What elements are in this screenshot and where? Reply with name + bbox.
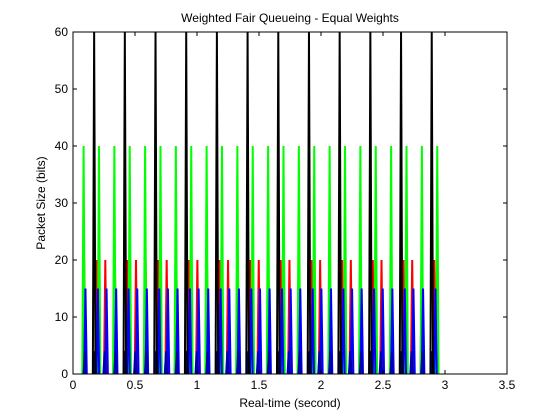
series-3-pulse-18: [266, 351, 272, 375]
y-tick-label-4: 40: [55, 139, 69, 153]
x-tick-label-3: 1.5: [251, 378, 268, 392]
series-3-pulse-0: [82, 351, 88, 375]
series-2-pulse-2: [104, 288, 109, 375]
series-2-pulse-33: [420, 288, 426, 375]
series-3-pulse-9: [174, 351, 180, 375]
y-tick-label-5: 50: [55, 82, 69, 96]
series-2-pulse-18: [267, 288, 272, 375]
y-tick-label-1: 10: [55, 310, 69, 324]
series-2-pulse-11: [196, 288, 201, 375]
x-tick-label-7: 3.5: [499, 378, 516, 392]
series-3-pulse-3: [113, 351, 118, 375]
series-3-pulse-14: [225, 351, 230, 375]
series-2: [83, 288, 438, 375]
series-2-pulse-21: [297, 288, 303, 375]
series-2-pulse-7: [156, 288, 162, 375]
series-2-pulse-0: [83, 288, 88, 375]
x-tick-label-1: 0.5: [127, 378, 144, 392]
x-tick-label-4: 2: [318, 378, 325, 392]
chart-title: Weighted Fair Queueing - Equal Weights: [181, 11, 399, 25]
series-2-pulse-22: [310, 288, 315, 375]
series-3-pulse-5: [133, 351, 138, 375]
series-3-pulse-8: [163, 351, 169, 375]
y-tick-label-0: 0: [61, 367, 68, 381]
series-2-pulse-23: [319, 288, 324, 375]
x-tick-label-0: 0: [70, 378, 77, 392]
x-axis-label: Real-time (second): [239, 396, 340, 410]
series-3-pulse-6: [143, 351, 149, 375]
series-2-pulse-32: [411, 288, 416, 375]
series-2-pulse-25: [341, 288, 346, 375]
series-3-pulse-29: [378, 351, 384, 375]
y-tick-label-2: 20: [55, 253, 69, 267]
y-tick-label-3: 30: [55, 196, 69, 210]
x-tick-label-2: 1: [194, 378, 201, 392]
series-3-pulse-21: [297, 351, 302, 375]
series-2-pulse-16: [249, 288, 254, 375]
series-2-pulse-28: [371, 288, 377, 375]
series-2-pulse-15: [236, 288, 242, 375]
ticks-layer: 0 0.5 1 1.5 2 2.5 3 3.5 0 10 20 30 40 50 60: [55, 25, 516, 392]
x-tick-label-6: 3: [442, 378, 449, 392]
series-3-pulse-26: [347, 351, 353, 375]
series-2-pulse-6: [144, 288, 150, 375]
series-2-pulse-30: [390, 288, 395, 375]
series-2-pulse-31: [402, 288, 408, 375]
y-tick-label-6: 60: [55, 25, 69, 39]
series-2-pulse-19: [279, 288, 285, 375]
series-3-pulse-2: [102, 351, 107, 375]
series-2-pulse-4: [126, 288, 131, 375]
series-3-pulse-33: [420, 351, 425, 375]
series-2-pulse-8: [165, 288, 171, 375]
series-3-pulse-12: [205, 351, 210, 375]
series-3-pulse-17: [255, 351, 261, 375]
series-2-pulse-13: [218, 288, 223, 375]
series-3-pulse-15: [235, 351, 241, 375]
series-3-pulse-11: [194, 351, 200, 375]
series-2-pulse-17: [257, 288, 263, 375]
series-3-pulse-20: [286, 351, 292, 375]
series-2-pulse-26: [349, 288, 355, 375]
series-3-pulse-27: [358, 351, 364, 375]
series-2-pulse-27: [359, 288, 364, 375]
series-2-pulse-9: [175, 288, 180, 375]
series-2-pulse-24: [328, 288, 334, 375]
series-2-pulse-5: [134, 288, 140, 375]
series-3-pulse-23: [317, 351, 322, 375]
series-2-pulse-29: [380, 288, 386, 375]
series-2-pulse-34: [433, 288, 438, 375]
series-3-pulse-32: [409, 351, 414, 375]
series-2-pulse-3: [113, 288, 119, 375]
series-2-pulse-12: [205, 288, 211, 375]
series-3-pulse-30: [389, 351, 395, 375]
series-2-pulse-1: [95, 288, 101, 375]
series-2-pulse-10: [187, 288, 193, 375]
y-axis-label: Packet Size (bits): [34, 156, 48, 249]
series-3-pulse-24: [328, 351, 333, 375]
series-2-pulse-14: [227, 288, 232, 375]
x-tick-label-5: 2.5: [375, 378, 392, 392]
series-2-pulse-20: [288, 288, 293, 375]
